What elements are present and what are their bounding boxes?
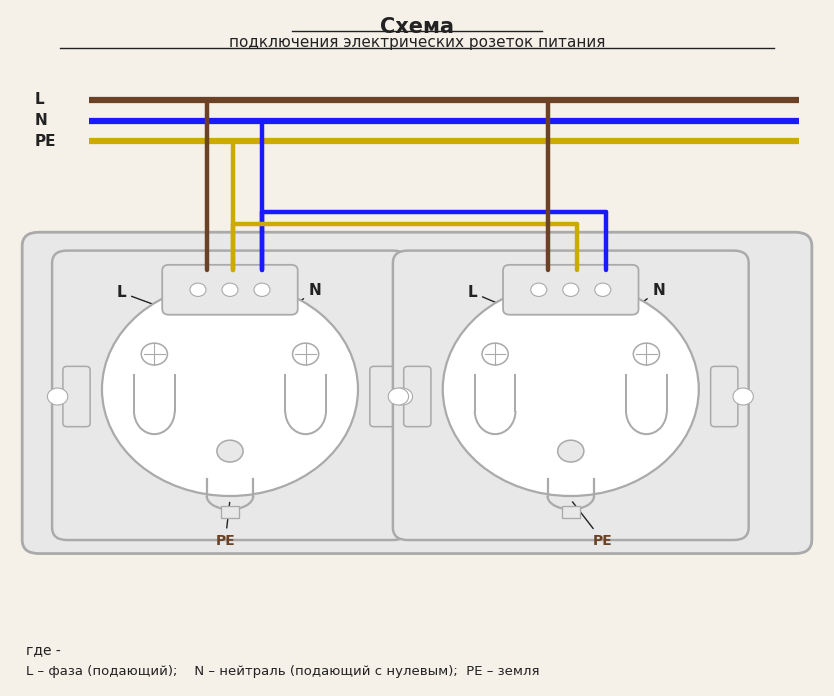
FancyBboxPatch shape	[369, 366, 397, 427]
Circle shape	[102, 283, 358, 496]
Text: PE: PE	[35, 134, 56, 149]
Circle shape	[733, 388, 753, 405]
Text: PE: PE	[215, 503, 235, 548]
FancyBboxPatch shape	[562, 506, 580, 518]
FancyBboxPatch shape	[393, 251, 749, 540]
Circle shape	[141, 343, 168, 365]
FancyBboxPatch shape	[23, 232, 811, 553]
Circle shape	[563, 283, 579, 296]
Circle shape	[443, 283, 699, 496]
Circle shape	[222, 283, 238, 296]
Circle shape	[633, 343, 660, 365]
FancyBboxPatch shape	[503, 264, 639, 315]
Text: L: L	[117, 285, 197, 320]
Circle shape	[482, 343, 508, 365]
Text: N: N	[620, 283, 665, 319]
FancyBboxPatch shape	[52, 251, 408, 540]
Text: N: N	[35, 113, 48, 128]
Circle shape	[190, 283, 206, 296]
Circle shape	[388, 388, 409, 405]
Circle shape	[254, 283, 270, 296]
Circle shape	[217, 440, 243, 462]
Circle shape	[558, 440, 584, 462]
Circle shape	[530, 283, 547, 296]
Circle shape	[48, 388, 68, 405]
FancyBboxPatch shape	[163, 264, 298, 315]
FancyBboxPatch shape	[404, 366, 431, 427]
FancyBboxPatch shape	[711, 366, 738, 427]
Circle shape	[392, 388, 413, 405]
Text: L: L	[468, 285, 538, 320]
Circle shape	[595, 283, 610, 296]
Circle shape	[293, 343, 319, 365]
FancyBboxPatch shape	[63, 366, 90, 427]
Text: L – фаза (подающий);    N – нейтраль (подающий с нулевым);  PE – земля: L – фаза (подающий); N – нейтраль (подаю…	[27, 665, 540, 679]
Text: Схема: Схема	[380, 17, 454, 37]
Text: подключения электрических розеток питания: подключения электрических розеток питани…	[229, 35, 605, 49]
Text: где -: где -	[27, 642, 61, 656]
Text: PE: PE	[572, 502, 612, 548]
Text: N: N	[276, 283, 321, 319]
Text: L: L	[35, 93, 44, 107]
FancyBboxPatch shape	[221, 506, 239, 518]
